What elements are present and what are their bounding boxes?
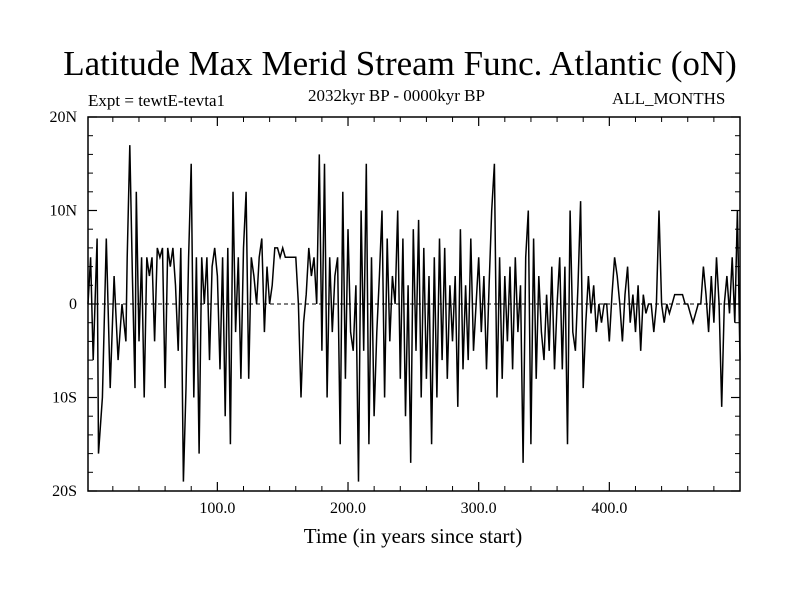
x-tick-label: 300.0 — [461, 500, 497, 517]
y-tick-label: 20S — [52, 483, 77, 500]
period-label: 2032kyr BP - 0000kyr BP — [308, 86, 485, 105]
y-tick-label: 10S — [52, 390, 77, 407]
chart-title: Latitude Max Merid Stream Func. Atlantic… — [63, 44, 737, 83]
x-axis-label: Time (in years since start) — [303, 524, 523, 548]
experiment-label: Expt = tewtE-tevta1 — [88, 91, 226, 110]
y-tick-label: 10N — [49, 203, 77, 220]
x-tick-label: 400.0 — [591, 500, 627, 517]
x-tick-label: 200.0 — [330, 500, 366, 517]
series-line — [87, 145, 741, 482]
months-label: ALL_MONTHS — [612, 89, 726, 108]
series-layer — [87, 145, 741, 482]
y-tick-label: 20N — [49, 109, 77, 126]
y-tick-label: 0 — [69, 296, 77, 313]
ticks-layer: 20N 10N 0 10S 20S 100.0 200.0 300.0 400.0 — [49, 109, 740, 517]
x-tick-label: 100.0 — [199, 500, 235, 517]
